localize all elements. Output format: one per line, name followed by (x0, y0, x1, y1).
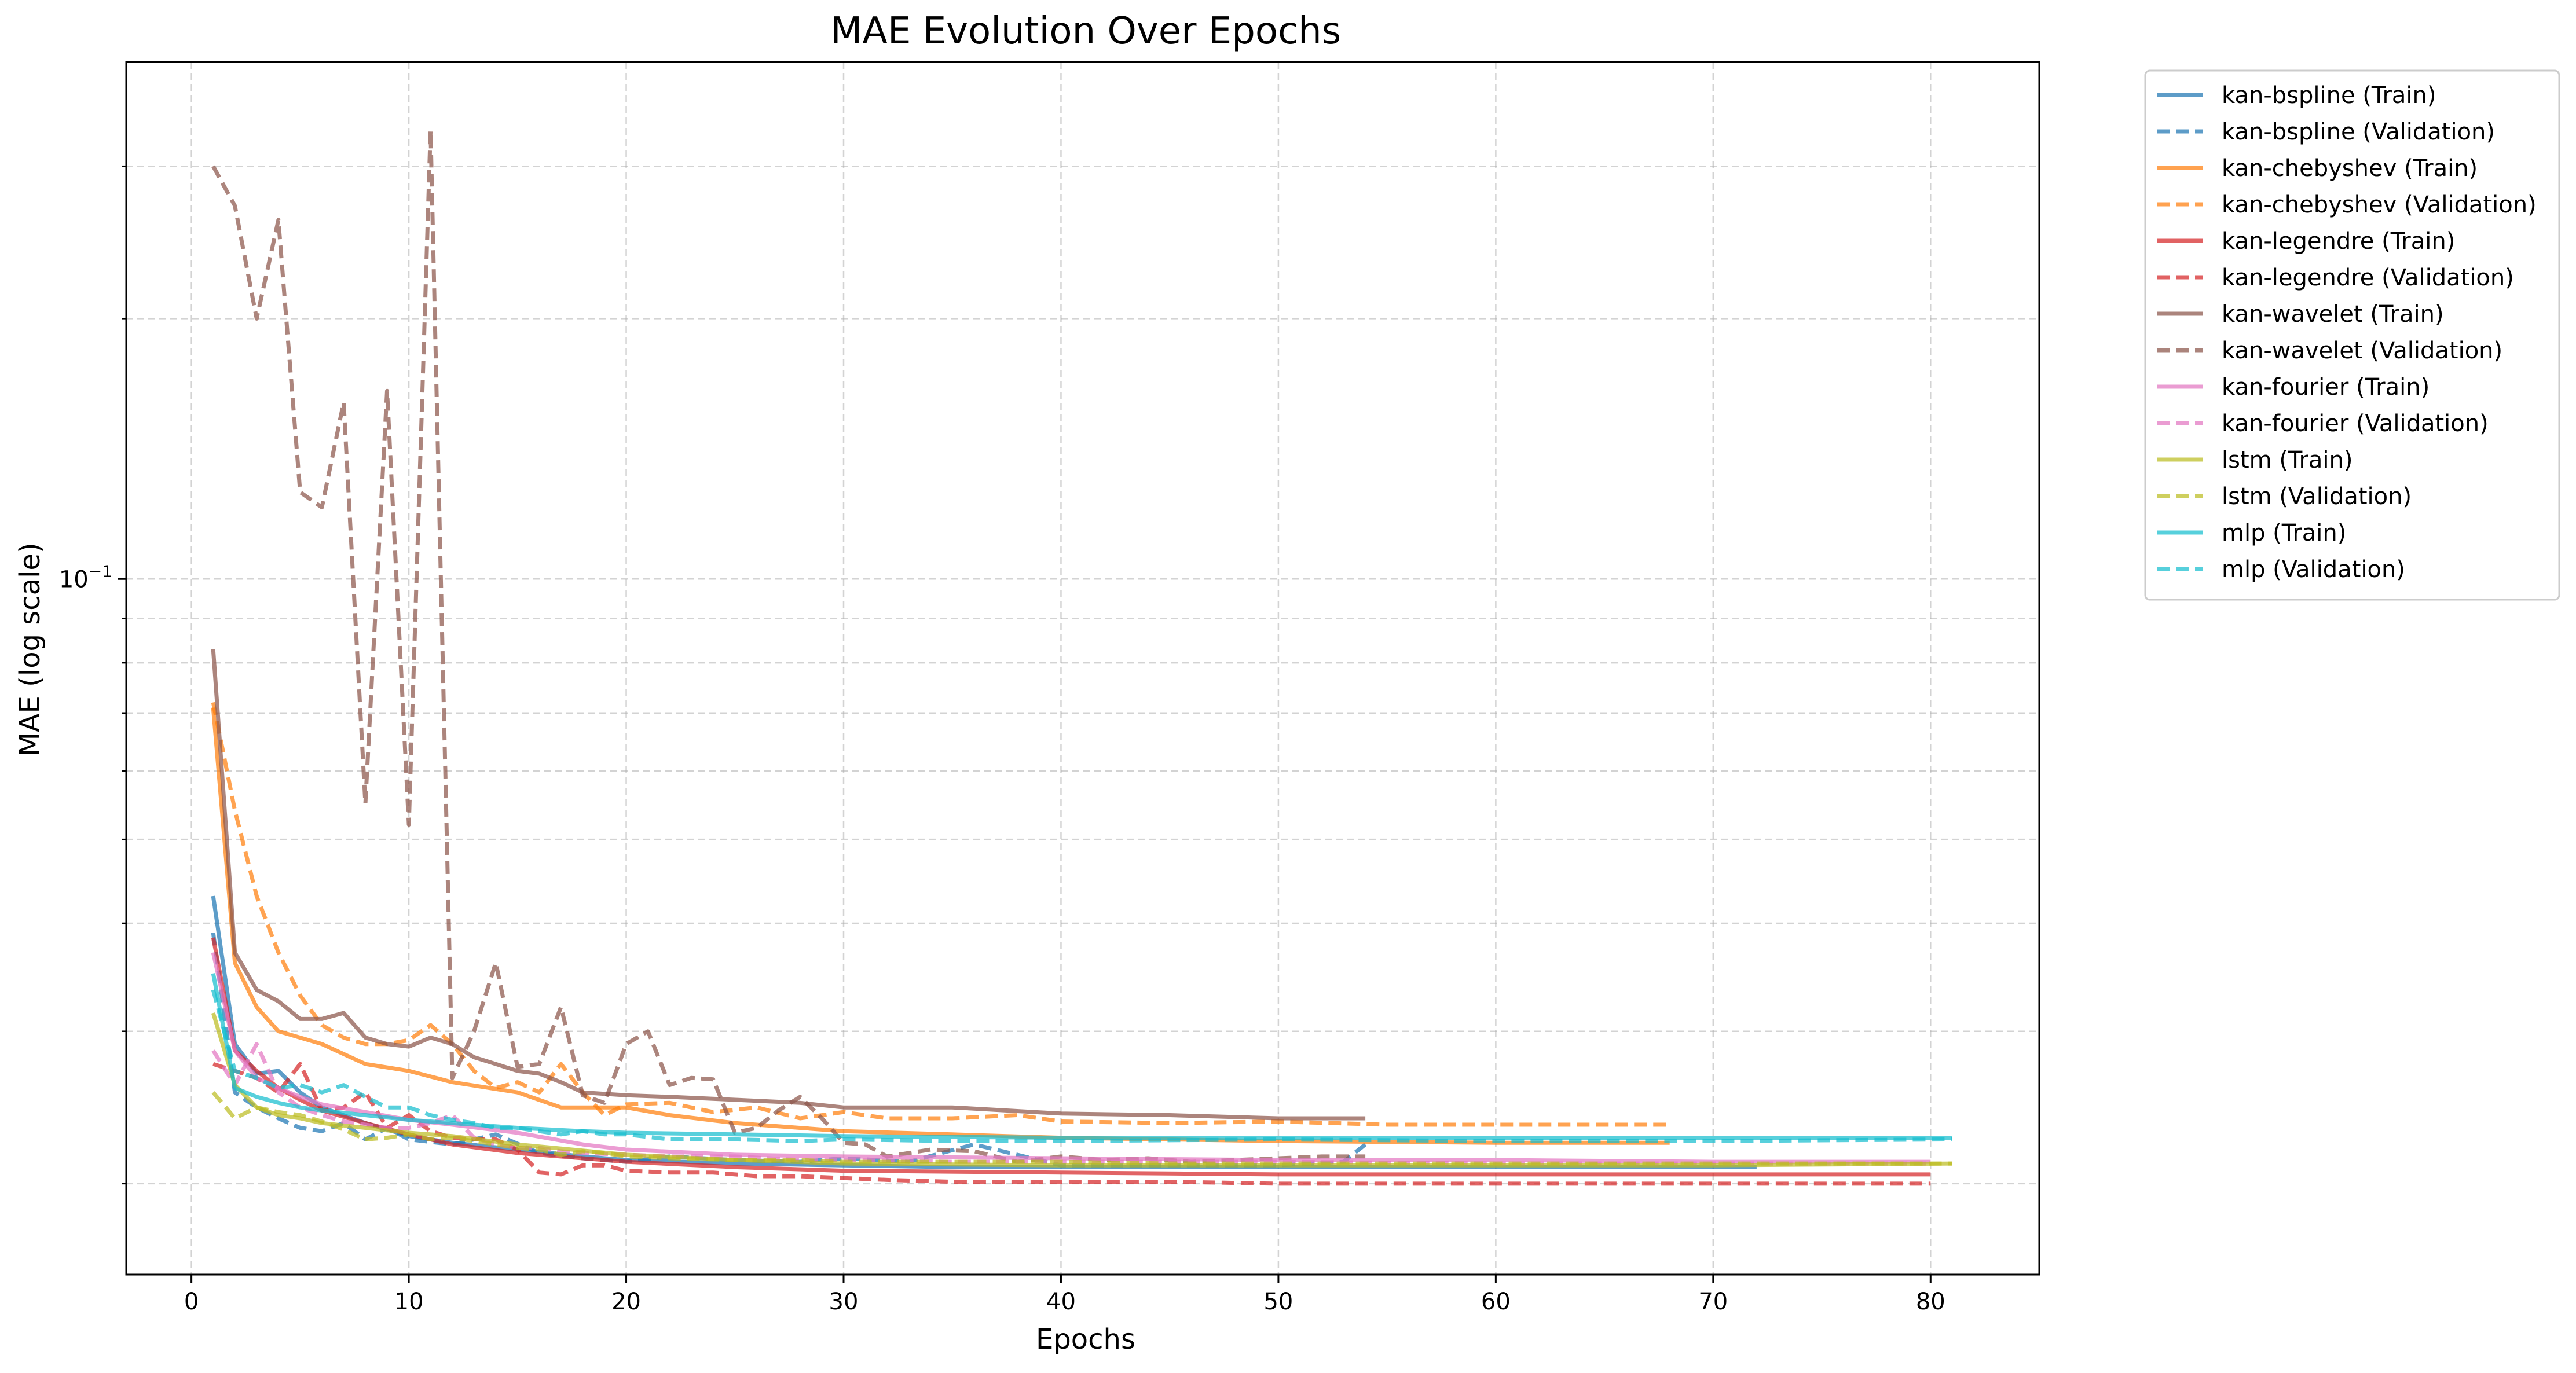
plot-area-frame (125, 61, 2040, 1276)
x-tick-label: 40 (1046, 1288, 1076, 1315)
legend-label: mlp (Validation) (2222, 556, 2405, 583)
y-tick-label: 10−1 (59, 561, 112, 593)
x-tick-label: 10 (394, 1288, 424, 1315)
x-tick-label: 80 (1916, 1288, 1945, 1315)
x-tick-label: 50 (1263, 1288, 1293, 1315)
x-axis-label: Epochs (1036, 1323, 1135, 1356)
legend: kan-bspline (Train) kan-bspline (Validati… (2144, 69, 2560, 601)
series-line-mlp-validation (211, 989, 1952, 1143)
legend-label: kan-fourier (Validation) (2222, 410, 2489, 437)
chart-title: MAE Evolution Over Epochs (830, 10, 1341, 53)
series-line-kan-fourier-validation (211, 1042, 1931, 1166)
legend-label: mlp (Train) (2222, 520, 2346, 546)
legend-label: kan-wavelet (Train) (2222, 301, 2444, 328)
series-line-mlp-train (211, 973, 1952, 1140)
x-tick-label: 0 (184, 1288, 199, 1315)
legend-label: kan-wavelet (Validation) (2222, 337, 2502, 364)
series-lines (211, 128, 1952, 1186)
x-tick-label: 30 (829, 1288, 859, 1315)
legend-label: kan-bspline (Validation) (2222, 119, 2495, 145)
x-tick-label: 20 (611, 1288, 641, 1315)
series-line-lstm-validation (211, 1091, 1952, 1166)
series-line-kan-wavelet-train (211, 648, 1366, 1121)
legend-label: lstm (Train) (2222, 447, 2353, 473)
legend-label: kan-fourier (Train) (2222, 374, 2430, 401)
legend-label: lstm (Validation) (2222, 483, 2412, 510)
legend-label: kan-legendre (Train) (2222, 228, 2455, 255)
legend-label: kan-bspline (Train) (2222, 82, 2436, 109)
grid-lines (126, 62, 2039, 1275)
series-line-lstm-train (211, 1012, 1952, 1168)
x-tick-label: 70 (1698, 1288, 1728, 1315)
legend-label: kan-chebyshev (Train) (2222, 155, 2478, 182)
legend-label: kan-chebyshev (Validation) (2222, 192, 2537, 218)
legend-box (2144, 69, 2560, 601)
y-axis-label: MAE (log scale) (14, 542, 46, 756)
axis-ticks: 0 10 20 30 40 50 60 70 80 10−1 (59, 165, 1945, 1315)
x-tick-label: 60 (1481, 1288, 1511, 1315)
legend-label: kan-legendre (Validation) (2222, 265, 2514, 291)
series-line-kan-legendre-validation (212, 1062, 1931, 1186)
